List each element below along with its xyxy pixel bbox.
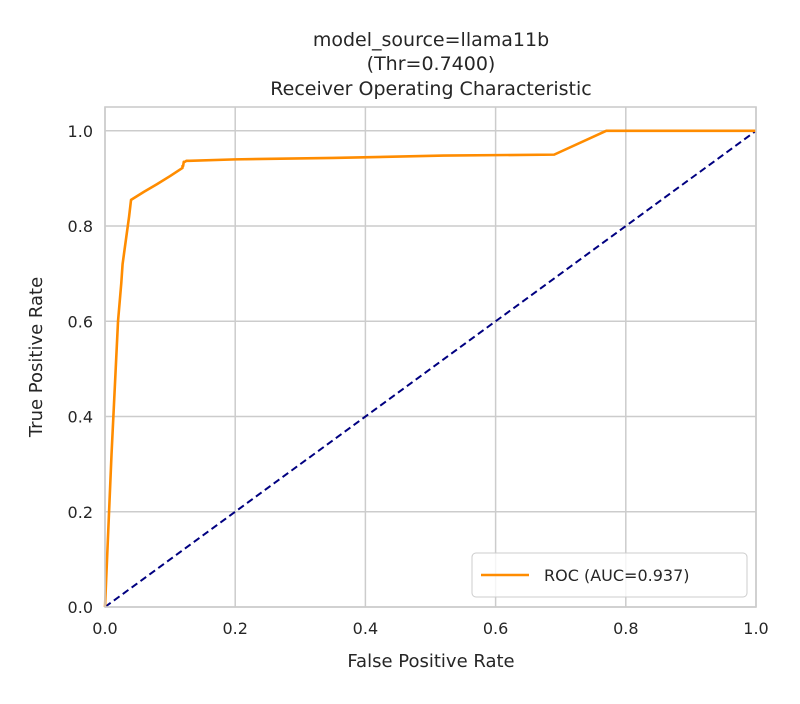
y-axis-label: True Positive Rate [26,277,47,438]
grid-layer [104,107,757,608]
roc-curve-line [103,129,756,608]
y-tick-label: 0.0 [68,598,93,617]
x-tick-label: 0.8 [613,619,638,638]
y-tick-label: 1.0 [68,122,93,141]
plot-frame [104,106,757,608]
y-tick-label: 0.2 [68,503,93,522]
chart-title-line-1: model_source=llama11b [313,29,549,51]
tick-layer: 0.0 0.2 0.4 0.6 0.8 1.0 0.0 0.2 0.4 0.6 0.8 1.0 [68,122,769,638]
x-tick-label: 0.4 [353,619,378,638]
legend-roc-label: ROC (AUC=0.937) [544,566,690,585]
y-tick-label: 0.8 [68,217,93,236]
legend-box [471,552,748,598]
series-layer [103,129,757,608]
chart-title-line-2: (Thr=0.7400) [367,53,496,75]
x-axis-label: False Positive Rate [347,651,514,672]
chance-diagonal-line [104,130,757,608]
legend: ROC (AUC=0.937) [471,552,748,598]
y-tick-label: 0.6 [68,312,93,331]
x-tick-label: 0.2 [222,619,247,638]
x-tick-label: 1.0 [743,619,768,638]
x-tick-label: 0.6 [483,619,508,638]
y-tick-label: 0.4 [68,408,93,427]
x-tick-label: 0.0 [92,619,117,638]
chart-title-line-3: Receiver Operating Characteristic [270,78,591,100]
